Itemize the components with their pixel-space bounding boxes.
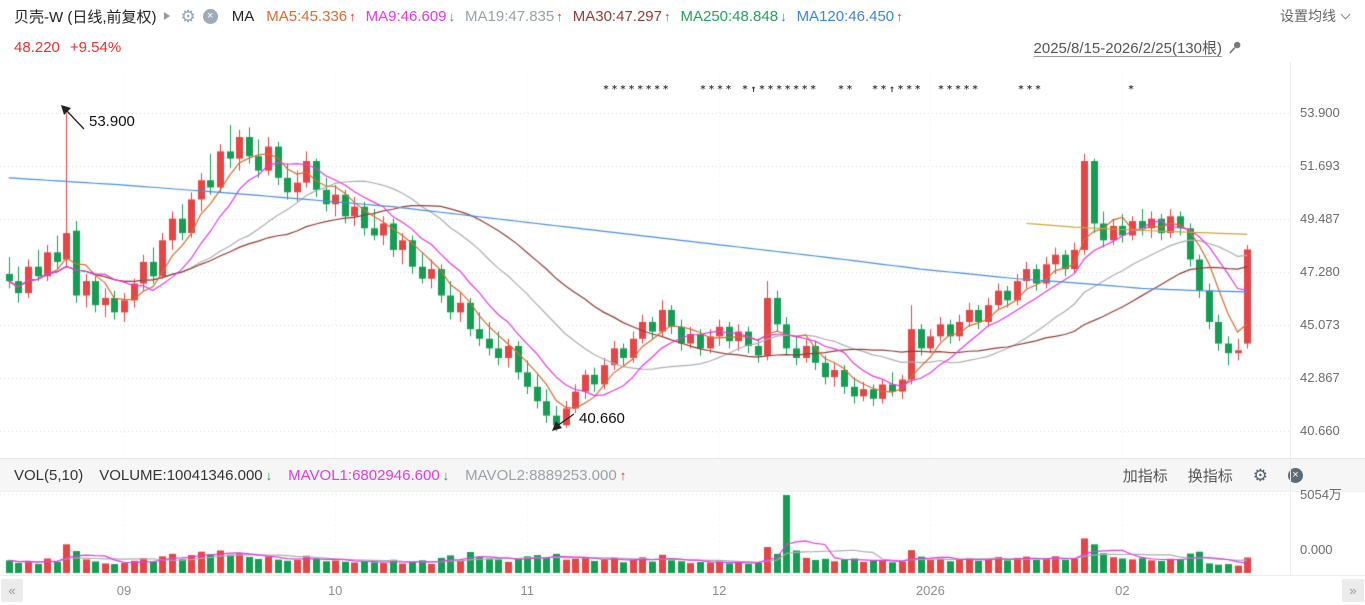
scroll-left-button[interactable]: « (1, 579, 23, 602)
gear-icon[interactable]: ⚙ (180, 6, 196, 26)
volume-axis-label: 0.000 (1300, 542, 1333, 557)
price-axis-label: 51.693 (1300, 158, 1340, 173)
mavol1-value: MAVOL1:6802946.600 ↓ (288, 467, 449, 484)
volume-axis-label: 5054万 (1300, 487, 1342, 502)
volume-close-icon[interactable]: × (1288, 467, 1303, 483)
volume-gear-icon[interactable]: ⚙ (1252, 465, 1268, 485)
ma-value-ma250: MA250:48.848 ↓ (680, 7, 787, 25)
volume-value: VOLUME:10041346.000 ↓ (99, 467, 272, 484)
volume-pane (0, 492, 1290, 575)
price-change: +9.54% (69, 38, 122, 56)
time-axis (0, 575, 1365, 605)
chart-toolbar: 贝壳-W (日线,前复权) ⚙ × MA MA5:45.336 ↑ MA9:46.6… (0, 0, 1365, 32)
ma-value-ma9: MA9:46.609 ↓ (365, 7, 456, 25)
ma-settings-label: 设置均线 (1280, 8, 1336, 24)
ma-value-ma5: MA5:45.336 ↑ (266, 7, 356, 25)
volume-toolbar-actions: 加指标 换指标 ⚙ × (1123, 465, 1365, 486)
price-axis-label: 47.280 (1300, 264, 1340, 279)
chevron-down-icon (1340, 9, 1351, 20)
ma-values: MA5:45.336 ↑ MA9:46.609 ↓ MA19:47.835 ↑ MA30:4… (266, 8, 912, 25)
add-indicator-button[interactable]: 加指标 (1122, 467, 1168, 485)
time-axis-label: 12 (711, 583, 727, 598)
price-axis-label: 53.900 (1300, 105, 1340, 120)
time-axis-label: 11 (520, 583, 534, 598)
date-range-text: 2025/8/15-2026/2/25(130根) (1033, 40, 1222, 57)
ma-group-label: MA (231, 7, 255, 25)
switch-indicator-button[interactable]: 换指标 (1187, 467, 1233, 485)
volume-toolbar: VOL(5,10) VOLUME:10041346.000 ↓ MAVOL1:6… (0, 458, 1365, 492)
close-icon[interactable]: × (202, 8, 218, 24)
time-axis-label: 10 (327, 583, 343, 598)
vol-indicator-label[interactable]: VOL(5,10) (14, 466, 84, 484)
mavol1-dir-arrow: ↓ (442, 467, 450, 483)
mavol2-label: MAVOL2:8889253.000 (465, 466, 617, 484)
price-pane: ******** **** *↑******* ** **↑*** ***** *** * 5… (0, 62, 1290, 458)
mavol2-value: MAVOL2:8889253.000 ↑ (465, 467, 626, 484)
price-chart-canvas[interactable] (0, 62, 1290, 458)
date-range-link[interactable]: 2025/8/15-2026/2/25(130根) (1034, 37, 1243, 58)
ma-settings-button[interactable]: 设置均线 (1280, 6, 1351, 26)
ma-value-ma120: MA120:46.450 ↑ (796, 7, 903, 25)
volume-dir-arrow: ↓ (265, 467, 273, 483)
symbol-title[interactable]: 贝壳-W (日线,前复权) (14, 8, 157, 26)
mavol2-dir-arrow: ↑ (619, 467, 627, 483)
scroll-right-button[interactable]: » (1342, 579, 1364, 602)
volume-chart-canvas[interactable] (0, 492, 1290, 575)
last-price: 48.220 (14, 38, 60, 56)
time-axis-label: 02 (1115, 583, 1130, 598)
time-axis-label: 09 (116, 583, 132, 598)
price-row: 48.220 +9.54% 2025/8/15-2026/2/25(130根) (0, 33, 1365, 61)
pin-icon (1229, 41, 1241, 54)
mavol1-label: MAVOL1:6802946.600 (288, 466, 440, 484)
price-axis-label: 45.073 (1300, 317, 1340, 332)
price-axis-label: 42.867 (1300, 369, 1340, 385)
price-axis-label: 49.487 (1300, 210, 1340, 226)
volume-value-label: VOLUME:10041346.000 (99, 466, 263, 484)
expand-caret-icon[interactable] (164, 12, 171, 20)
time-axis-label: 2026 (915, 583, 945, 598)
axis-separator (1290, 62, 1291, 575)
ma-value-ma19: MA19:47.835 ↑ (465, 7, 563, 25)
ma-value-ma30: MA30:47.297 ↑ (572, 7, 671, 25)
price-axis-label: 40.660 (1300, 423, 1340, 438)
